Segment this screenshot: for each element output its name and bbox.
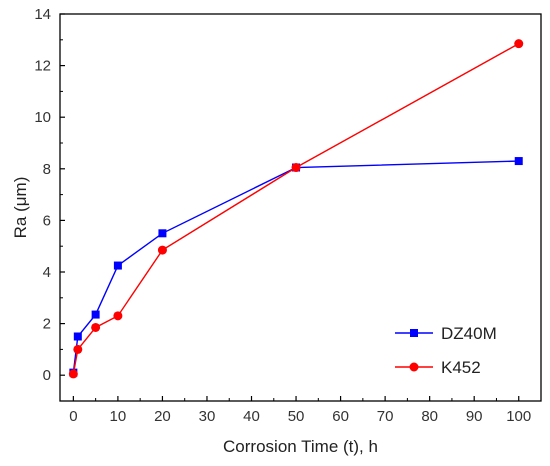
y-tick-label: 6 (43, 212, 51, 229)
x-tick-label: 40 (243, 408, 260, 425)
data-point-k452 (73, 344, 83, 354)
data-point-k452 (514, 39, 524, 49)
x-tick-label: 20 (154, 408, 171, 425)
y-axis-title: Ra (μm) (11, 177, 30, 239)
series-dz40m (69, 157, 523, 377)
x-tick-label: 70 (377, 408, 394, 425)
y-axis: 0 2 4 6 8 10 12 14 (34, 6, 65, 384)
data-point-dz40m (73, 332, 82, 341)
x-tick-label: 60 (332, 408, 349, 425)
legend-label-dz40m: DZ40M (441, 324, 497, 343)
data-point-dz40m (514, 157, 523, 166)
series-layer (68, 39, 524, 379)
y-tick-label: 14 (34, 6, 51, 23)
data-point-k452 (68, 369, 78, 379)
data-point-dz40m (91, 310, 100, 319)
data-point-dz40m (113, 261, 122, 270)
x-tick-label: 50 (288, 408, 305, 425)
legend-item-k452: K452 (395, 358, 481, 377)
y-tick-label: 4 (43, 264, 51, 281)
data-point-k452 (291, 163, 301, 173)
plot-frame (59, 13, 542, 402)
legend-marker-k452 (409, 362, 419, 372)
y-tick-label: 8 (43, 161, 51, 178)
x-tick-label: 80 (421, 408, 438, 425)
legend: DZ40M K452 (395, 324, 497, 377)
y-tick-label: 12 (34, 58, 51, 75)
data-point-k452 (91, 322, 101, 332)
y-tick-label: 2 (43, 316, 51, 333)
x-tick-label: 10 (110, 408, 127, 425)
legend-label-k452: K452 (441, 358, 481, 377)
x-axis-title: Corrosion Time (t), h (223, 437, 378, 456)
x-tick-label: 100 (506, 408, 531, 425)
x-tick-label: 30 (199, 408, 216, 425)
data-point-k452 (113, 311, 123, 321)
series-k452 (68, 39, 524, 379)
data-point-k452 (157, 245, 167, 255)
y-tick-label: 10 (34, 109, 51, 126)
y-tick-label: 0 (43, 367, 51, 384)
x-tick-label: 0 (69, 408, 77, 425)
legend-marker-dz40m (410, 329, 418, 337)
x-tick-label: 90 (466, 408, 483, 425)
data-point-dz40m (158, 229, 167, 238)
legend-item-dz40m: DZ40M (395, 324, 497, 343)
x-axis: 0 10 20 30 40 50 60 70 80 90 100 (69, 396, 531, 425)
